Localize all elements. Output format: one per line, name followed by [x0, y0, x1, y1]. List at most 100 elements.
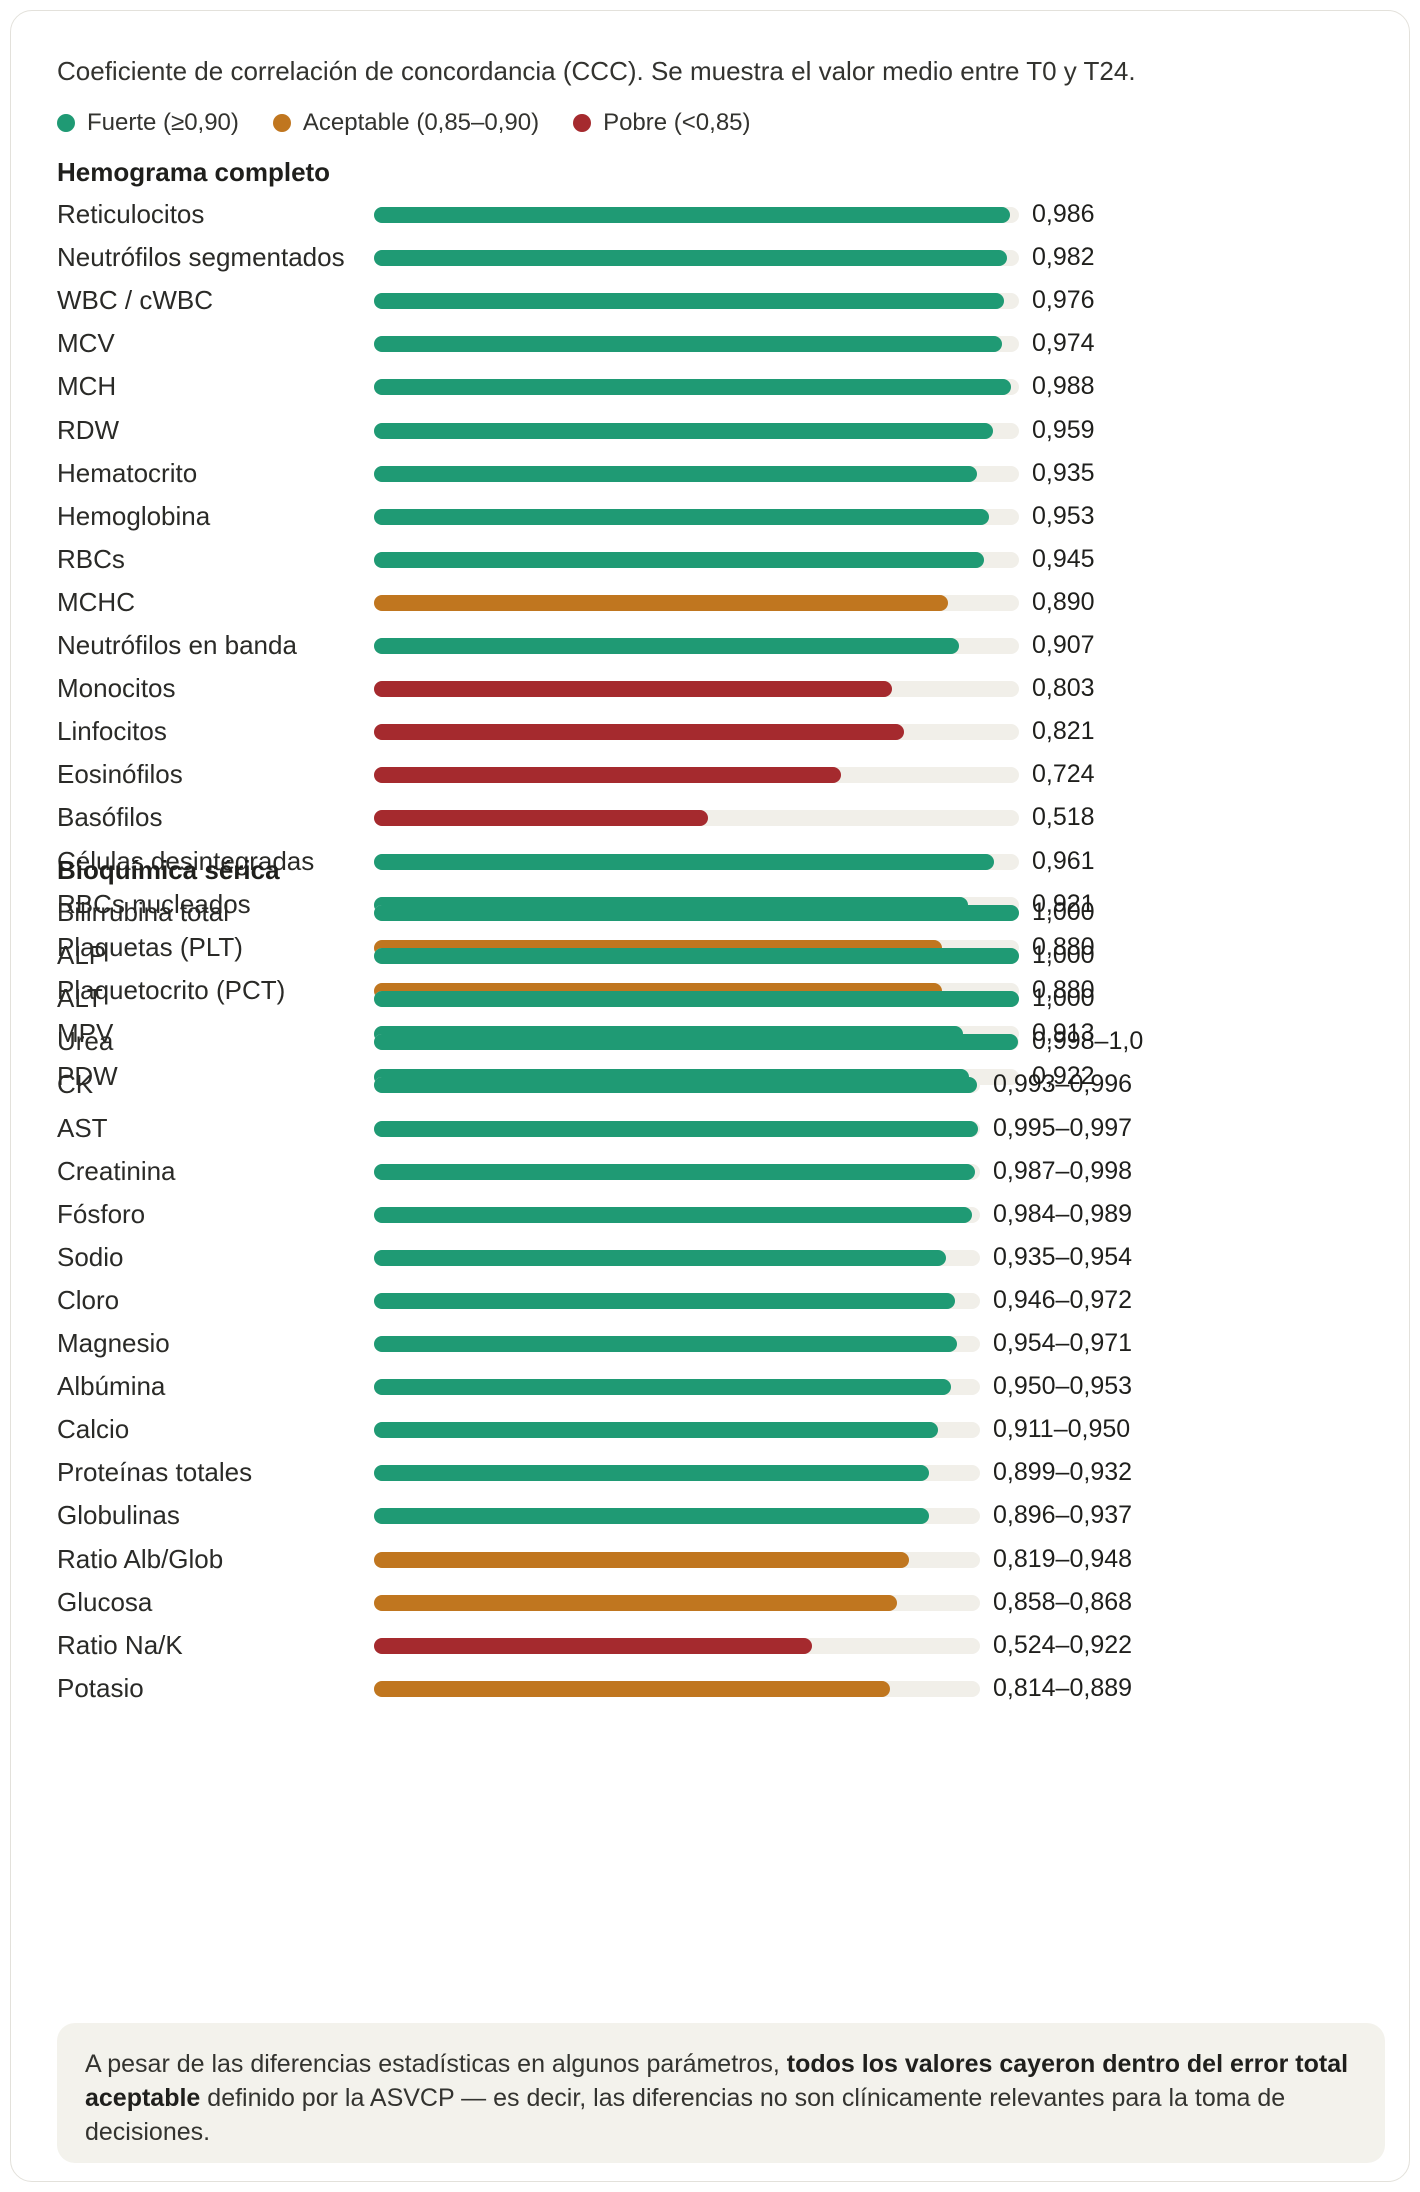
- bar-track: [374, 250, 1019, 267]
- bar-label: MPV: [57, 1017, 114, 1048]
- bar-value-label: 0,935–0,954: [993, 1242, 1133, 1271]
- bar-track: [374, 724, 1019, 741]
- bar-row: ALT 1,000: [11, 978, 1411, 1018]
- chart-card: Coeficiente de correlación de concordanc…: [10, 10, 1410, 2182]
- bar-row: Linfocitos 0,821: [11, 711, 1411, 751]
- bar-label: Albúmina: [57, 1371, 166, 1402]
- bar-row: Albúmina 0,950–0,953: [11, 1366, 1411, 1406]
- bar-value-label: 1,000: [1032, 941, 1095, 970]
- bar-row: ALP 1,000: [11, 935, 1411, 975]
- bar-track: [374, 551, 1019, 568]
- bar: [374, 1292, 955, 1309]
- bar-label: Cloro: [57, 1284, 120, 1315]
- bar-row: Creatinina 0,987–0,998: [11, 1151, 1411, 1191]
- bar: [374, 1249, 946, 1266]
- bar-row: RDW 0,959: [11, 410, 1411, 450]
- bar-label: CK: [57, 1069, 94, 1100]
- bar: [374, 810, 708, 827]
- bar-track: [374, 422, 1019, 439]
- bar-track: [374, 767, 1019, 784]
- bar-track: [374, 681, 1019, 698]
- bar: [374, 551, 984, 568]
- legend: Fuerte (≥0,90) Aceptable (0,85–0,90) Pob…: [57, 105, 785, 141]
- bar-value-label: 0,803: [1032, 674, 1095, 703]
- bar-label: Neutrófilos segmentados: [57, 242, 345, 273]
- bar-row: Calcio 0,911–0,950: [11, 1409, 1411, 1449]
- bar-value-label: 0,950–0,953: [993, 1372, 1133, 1401]
- bar-track: [374, 1249, 980, 1266]
- bar-value-label: 0,982: [1032, 243, 1095, 272]
- section-title-1: Bioquímica sérica: [57, 855, 280, 885]
- bar: [374, 207, 1010, 223]
- bar-value-label: 0,988: [1032, 372, 1095, 401]
- bar-row: Eosinófilos 0,724: [11, 754, 1411, 794]
- bar-track: [374, 594, 1019, 611]
- bar: [374, 1077, 977, 1094]
- bar-label: Proteínas totales: [57, 1457, 253, 1488]
- bar-row: Glucosa 0,858–0,868: [11, 1582, 1411, 1622]
- bar-value-label: 0,945: [1032, 544, 1095, 573]
- bar: [374, 465, 977, 482]
- bar-row: Potasio 0,814–0,889: [11, 1668, 1411, 1708]
- bar-value-label: 0,890: [1032, 587, 1095, 616]
- bar-track: [374, 1551, 980, 1568]
- bar-value-label: 0,987–0,998: [993, 1156, 1133, 1185]
- bar-value-label: 0,976: [1032, 286, 1095, 315]
- bar-value-label: 0,998–1,0: [1032, 1027, 1144, 1056]
- bar-value-label: 0,896–0,937: [993, 1501, 1133, 1530]
- bar-track: [374, 1422, 980, 1439]
- bar-label: Glucosa: [57, 1586, 153, 1617]
- bar-track: [374, 1336, 980, 1352]
- bar-label: PDW: [57, 1061, 118, 1091]
- legend-label-pobre: Pobre (<0,85): [603, 109, 751, 136]
- bar: [374, 1336, 957, 1352]
- bar-value-label: 1,000: [1032, 984, 1095, 1013]
- bar-value-label: 0,974: [1032, 329, 1095, 358]
- bar-label: MCV: [57, 328, 115, 359]
- bar-row: Urea 0,998–1,0: [11, 1021, 1411, 1061]
- bar-value-label: 0,907: [1032, 631, 1095, 659]
- bar: [374, 336, 1002, 353]
- bar-row: Fósforo 0,984–0,989: [11, 1194, 1411, 1234]
- bar-track: [374, 293, 1019, 310]
- bar-label: MCHC: [57, 586, 135, 617]
- bar-track: [374, 1077, 980, 1094]
- bar-track: [374, 853, 1019, 870]
- bar: [374, 293, 1004, 310]
- bar-track: [374, 991, 1019, 1008]
- note-text-before: A pesar de las diferencias estadísticas …: [85, 2050, 787, 2078]
- bar-row: Monocitos 0,803: [11, 668, 1411, 708]
- bar-label: Reticulocitos: [57, 199, 205, 229]
- bar: [374, 508, 989, 525]
- legend-dot-aceptable-icon: [272, 114, 291, 132]
- bar: [374, 681, 892, 698]
- bar-value-label: 0,961: [1032, 846, 1095, 875]
- bar-value-label: 0,921: [1032, 889, 1095, 918]
- bar-row: Células desintegradas 0,961: [11, 841, 1411, 881]
- bar-track: [374, 1508, 980, 1525]
- bar-value-label: 0,724: [1032, 760, 1095, 789]
- bar-label: RBCs nucleados: [57, 888, 251, 919]
- bar: [374, 1163, 975, 1180]
- bar-track: [374, 810, 1019, 827]
- bar-track: [374, 1594, 980, 1611]
- bar-row: MCV 0,974: [11, 323, 1411, 363]
- bar-value-label: 0,993–0,996: [993, 1070, 1133, 1099]
- bar-value-label: 0,821: [1032, 717, 1095, 746]
- bar: [374, 250, 1007, 267]
- bar: [374, 1637, 812, 1654]
- note-text-bold: todos los valores cayeron dentro del err…: [85, 2050, 1349, 2112]
- bar-label: Plaquetocrito (PCT): [57, 974, 286, 1005]
- bar-label: Ratio Alb/Glob: [57, 1543, 224, 1574]
- legend-dot-pobre-icon: [573, 114, 592, 132]
- bar-label: Plaquetas (PLT): [57, 931, 243, 962]
- bar-label: MCH: [57, 371, 117, 402]
- bar-value-label: 0,524–0,922: [993, 1630, 1133, 1659]
- bar-track: [374, 508, 1019, 525]
- bar-label: Basófilos: [57, 802, 163, 833]
- bar-track: [374, 465, 1019, 482]
- bar-label: Calcio: [57, 1414, 130, 1445]
- bar: [374, 379, 1011, 396]
- bar-label: Magnesio: [57, 1328, 170, 1358]
- bar-track: [374, 336, 1019, 353]
